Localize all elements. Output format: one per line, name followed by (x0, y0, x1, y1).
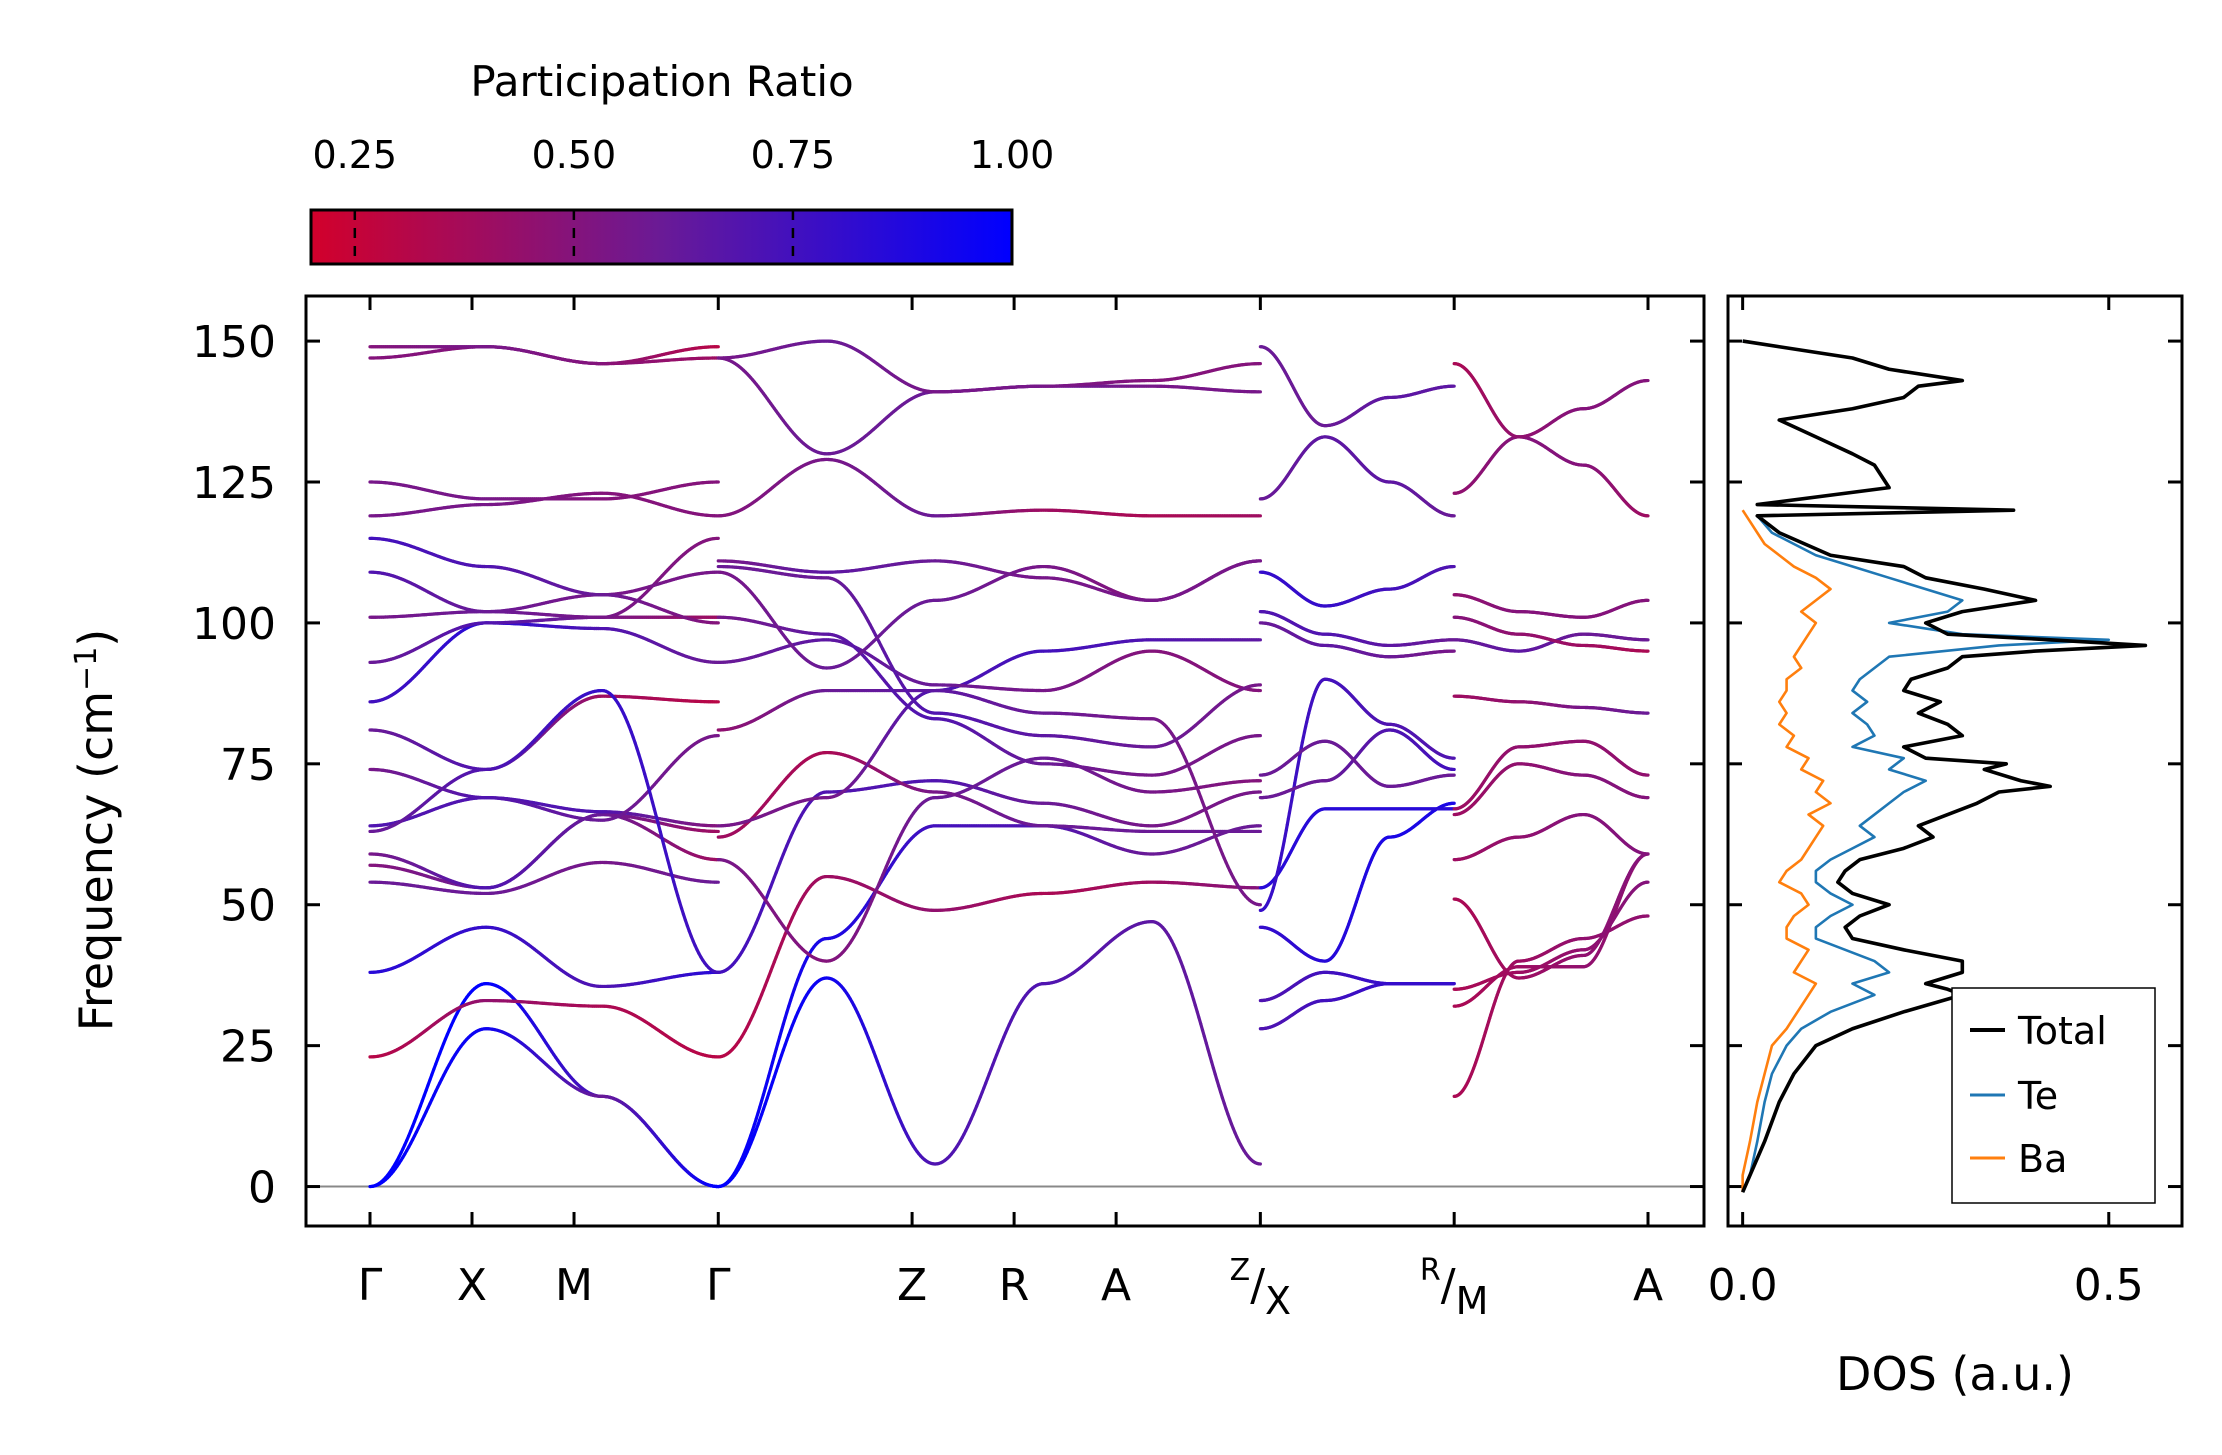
colorbar: Participation Ratio 0.25 0.50 0.75 1.00 (309, 57, 1055, 266)
colorbar-tick-label: 1.00 (970, 133, 1055, 177)
colorbar-tick-label: 0.75 (751, 133, 836, 177)
colorbar-tick-label: 0.25 (313, 133, 398, 177)
colorbar-ticks: 0.25 0.50 0.75 1.00 (313, 133, 1055, 264)
colorbar-tick-label: 0.50 (532, 133, 617, 177)
phonon-bands (368, 339, 1650, 1189)
colorbar-gradient (309, 208, 1014, 266)
colorbar-title: Participation Ratio (470, 57, 853, 106)
